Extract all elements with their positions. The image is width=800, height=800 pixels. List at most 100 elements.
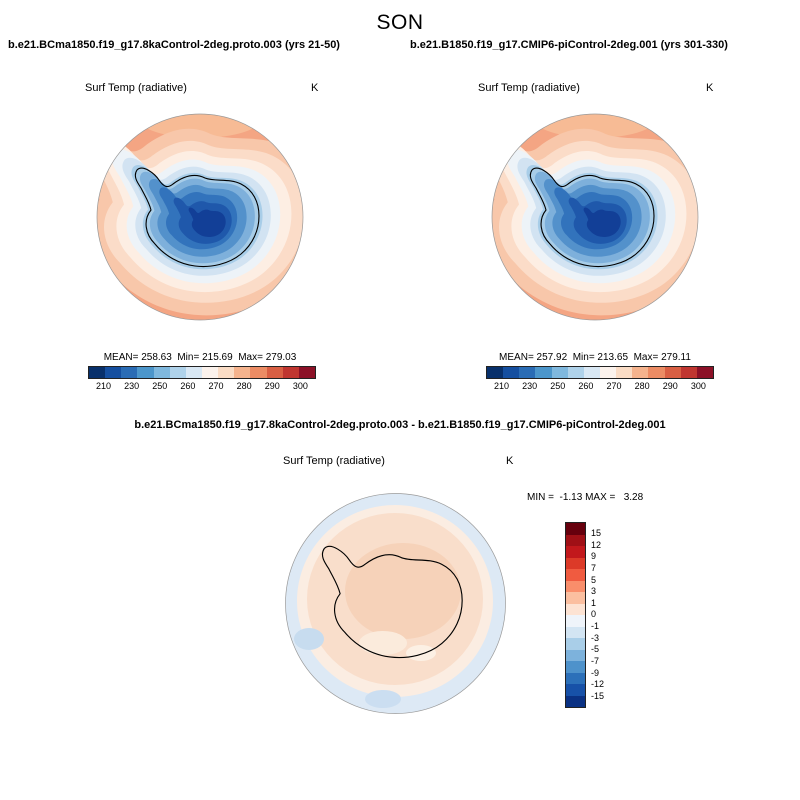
map-surface-temp-left xyxy=(96,113,304,321)
colorbar-tick-label: 270 xyxy=(606,381,622,391)
colorbar-segment xyxy=(566,649,585,661)
colorbar-tick-label: 1 xyxy=(591,597,597,608)
colorbar-right-ticks: 210 230 250 260 270 280 290 300 xyxy=(494,381,706,391)
field-label-right: Surf Temp (radiative) xyxy=(478,82,580,94)
colorbar-segment xyxy=(566,638,585,650)
colorbar-segment xyxy=(566,684,585,696)
colorbar-segment xyxy=(169,367,186,378)
colorbar-left-ticks: 210 230 250 260 270 280 290 300 xyxy=(96,381,308,391)
colorbar-segment xyxy=(567,367,584,378)
stats-diff: MIN = -1.13 MAX = 3.28 xyxy=(527,492,644,503)
colorbar-segment xyxy=(298,367,315,378)
colorbar-segment xyxy=(696,367,713,378)
colorbar-segment xyxy=(680,367,697,378)
map-left-fill-layers xyxy=(97,114,303,320)
colorbar-segment xyxy=(566,603,585,615)
colorbar-segment xyxy=(632,367,649,378)
colorbar-segment xyxy=(616,367,633,378)
colorbar-segment xyxy=(201,367,219,378)
unit-label-diff: K xyxy=(506,455,514,467)
colorbar-tick-label: 290 xyxy=(662,381,678,391)
colorbar-segment xyxy=(566,569,585,581)
colorbar-tick-label: -5 xyxy=(591,644,600,655)
page-title: SON xyxy=(376,11,424,34)
field-label-left: Surf Temp (radiative) xyxy=(85,82,187,94)
colorbar-segment xyxy=(648,367,665,378)
colorbar-segment xyxy=(583,367,600,378)
colorbar-segment xyxy=(566,672,585,684)
colorbar-segment xyxy=(566,534,585,546)
colorbar-segment xyxy=(487,367,504,378)
colorbar-tick-label: 300 xyxy=(690,381,706,391)
colorbar-tick-label: 9 xyxy=(591,551,597,562)
colorbar-tick-label: -9 xyxy=(591,667,600,678)
colorbar-diff xyxy=(565,522,586,708)
colorbar-tick-label: 0 xyxy=(591,609,597,620)
colorbar-tick-label: 270 xyxy=(208,381,224,391)
colorbar-tick-label: 7 xyxy=(591,562,597,573)
map-diff-fill-layers xyxy=(285,493,506,714)
unit-label-right: K xyxy=(706,82,714,94)
colorbar-tick-label: -12 xyxy=(591,679,605,690)
colorbar-tick-label: 3 xyxy=(591,586,597,597)
colorbar-tick-label: 280 xyxy=(634,381,650,391)
colorbar-segment xyxy=(503,367,520,378)
colorbar-tick-label: -1 xyxy=(591,621,600,632)
map-surface-temp-diff xyxy=(285,493,506,714)
colorbar-segment xyxy=(218,367,235,378)
colorbar-segment xyxy=(121,367,138,378)
stats-right: MEAN= 257.92 Min= 213.65 Max= 279.11 xyxy=(499,352,691,363)
colorbar-tick-label: -15 xyxy=(591,690,605,701)
colorbar-segment xyxy=(234,367,251,378)
colorbar-segment xyxy=(250,367,267,378)
colorbar-segment xyxy=(137,367,154,378)
colorbar-segment xyxy=(566,695,585,707)
colorbar-tick-label: -7 xyxy=(591,656,600,667)
colorbar-tick-label: 210 xyxy=(494,381,510,391)
colorbar-segment xyxy=(566,592,585,604)
colorbar-segment xyxy=(566,661,585,673)
colorbar-segment xyxy=(519,367,536,378)
colorbar-tick-label: 15 xyxy=(591,528,602,538)
colorbar-segment xyxy=(566,626,585,638)
colorbar-segment xyxy=(664,367,681,378)
subtitle-case-right: b.e21.B1850.f19_g17.CMIP6-piControl-2deg… xyxy=(410,39,728,51)
colorbar-left xyxy=(88,366,316,379)
map-boundary-circle xyxy=(491,113,699,321)
colorbar-segment xyxy=(599,367,617,378)
colorbar-segment xyxy=(266,367,283,378)
colorbar-right xyxy=(486,366,714,379)
colorbar-segment xyxy=(282,367,299,378)
colorbar-tick-label: 290 xyxy=(264,381,280,391)
colorbar-segment xyxy=(566,557,585,569)
subtitle-case-left: b.e21.BCma1850.f19_g17.8kaControl-2deg.p… xyxy=(8,39,340,51)
diff-title: b.e21.BCma1850.f19_g17.8kaControl-2deg.p… xyxy=(134,419,666,431)
colorbar-segment xyxy=(566,546,585,558)
map-right-fill-layers xyxy=(492,114,698,320)
colorbar-segment xyxy=(535,367,552,378)
colorbar-segment xyxy=(566,615,585,627)
colorbar-tick-label: 260 xyxy=(180,381,196,391)
colorbar-segment xyxy=(185,367,202,378)
colorbar-tick-label: -3 xyxy=(591,632,600,643)
colorbar-tick-label: 260 xyxy=(578,381,594,391)
colorbar-tick-label: 250 xyxy=(152,381,168,391)
colorbar-segment xyxy=(89,367,106,378)
colorbar-tick-label: 210 xyxy=(96,381,112,391)
colorbar-segment xyxy=(105,367,122,378)
map-boundary-circle xyxy=(285,493,506,714)
map-surface-temp-right xyxy=(491,113,699,321)
colorbar-diff-ticks: 15 12 9 7 5 3 1 0 -1 -3 -5 -7 -9 -12 -15 xyxy=(591,528,604,701)
map-boundary-circle xyxy=(96,113,304,321)
colorbar-segment xyxy=(551,367,568,378)
stats-left: MEAN= 258.63 Min= 215.69 Max= 279.03 xyxy=(103,352,297,363)
colorbar-segment xyxy=(566,580,585,592)
colorbar-tick-label: 280 xyxy=(236,381,252,391)
colorbar-tick-label: 230 xyxy=(522,381,538,391)
colorbar-tick-label: 250 xyxy=(550,381,566,391)
colorbar-segment xyxy=(566,523,585,535)
colorbar-tick-label: 230 xyxy=(124,381,140,391)
field-label-diff: Surf Temp (radiative) xyxy=(283,455,385,467)
unit-label-left: K xyxy=(311,82,319,94)
